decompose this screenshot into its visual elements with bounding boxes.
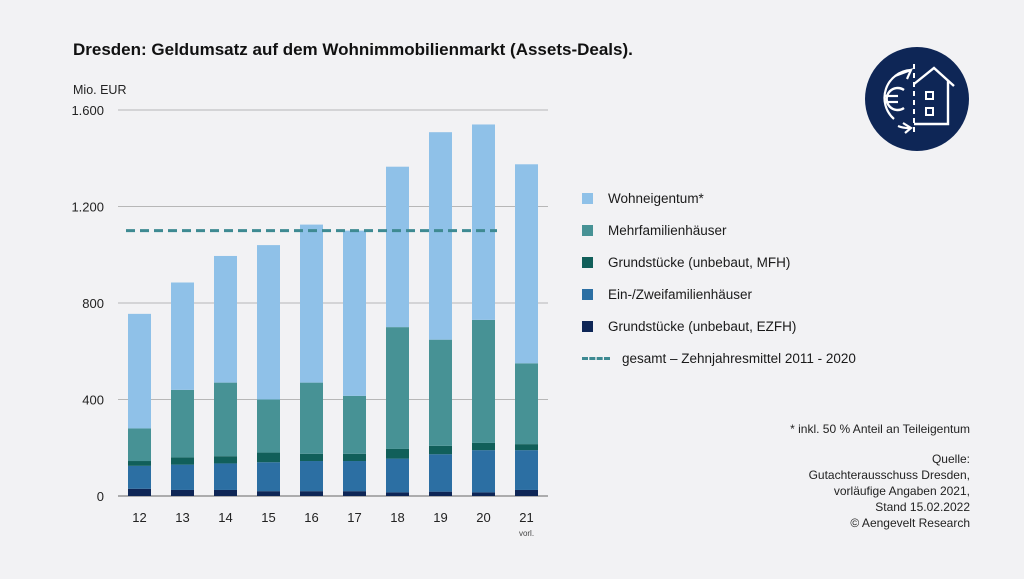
x-tick-label: 13 (175, 510, 189, 525)
bar-segment-wohneigentum (214, 255, 237, 383)
bar-segment-grund_ezfh (171, 489, 194, 496)
bar-segment-ezfh (386, 458, 409, 493)
bar-segment-ezfh (257, 462, 280, 492)
bar-segment-grund_ezfh (300, 491, 323, 496)
bar-segment-grund_mfh (343, 453, 366, 462)
bar-segment-grund_ezfh (429, 491, 452, 496)
x-tick-label: 20 (476, 510, 490, 525)
legend-dash-swatch (582, 356, 610, 360)
legend-item-grund_mfh: Grundstücke (unbebaut, MFH) (582, 252, 790, 272)
bar-segment-grund_mfh (300, 453, 323, 462)
y-tick-label: 800 (82, 296, 104, 311)
bar-segment-wohneigentum (515, 164, 538, 364)
bar-segment-grund_ezfh (214, 489, 237, 496)
bar-segment-ezfh (472, 450, 495, 493)
bar-segment-wohneigentum (343, 230, 366, 396)
bar-segment-grund_ezfh (472, 492, 495, 496)
bar-segment-grund_mfh (257, 452, 280, 463)
bar-segment-grund_ezfh (515, 489, 538, 496)
bar-segment-mfh (343, 395, 366, 454)
x-tick-label: 12 (132, 510, 146, 525)
bar-segment-wohneigentum (472, 124, 495, 320)
source-line: © Aengevelt Research (850, 516, 970, 530)
bar-segment-ezfh (214, 463, 237, 490)
legend-swatch (582, 320, 593, 332)
y-tick-label: 400 (82, 393, 104, 408)
y-tick-label: 1.200 (71, 200, 104, 215)
legend-item-average: gesamt – Zehnjahresmittel 2011 - 2020 (582, 348, 856, 368)
bar-segment-mfh (515, 363, 538, 445)
x-tick-label: 15 (261, 510, 275, 525)
bar-segment-wohneigentum (128, 313, 151, 429)
bar-segment-mfh (429, 339, 452, 446)
bar-segment-ezfh (343, 461, 366, 492)
bar-segment-wohneigentum (257, 245, 280, 400)
legend-item-wohneigentum: Wohneigentum* (582, 188, 704, 208)
bar-segment-grund_mfh (171, 457, 194, 465)
bar-segment-mfh (472, 319, 495, 443)
bar-segment-wohneigentum (300, 224, 323, 383)
legend-label: Grundstücke (unbebaut, MFH) (608, 254, 791, 270)
bar-segment-grund_ezfh (128, 488, 151, 496)
x-tick-label: 19 (433, 510, 447, 525)
bar-segment-mfh (128, 428, 151, 462)
footnote: * inkl. 50 % Anteil an Teileigentum (790, 422, 970, 436)
bar-segment-wohneigentum (171, 282, 194, 390)
source-line: Quelle: (931, 452, 970, 466)
source-line: vorläufige Angaben 2021, (833, 484, 970, 498)
x-tick-label: 14 (218, 510, 232, 525)
y-axis-label: Mio. EUR (73, 83, 126, 97)
bar-segment-ezfh (429, 454, 452, 492)
bar-segment-ezfh (515, 450, 538, 490)
bar-segment-mfh (214, 382, 237, 457)
legend-swatch (582, 288, 593, 300)
legend-label: Mehrfamilienhäuser (608, 222, 727, 238)
bar-segment-grund_ezfh (257, 491, 280, 496)
legend-swatch (582, 256, 593, 268)
bar-segment-wohneigentum (429, 132, 452, 340)
legend-item-ezfh: Ein-/Zweifamilienhäuser (582, 284, 752, 304)
euro-house-exchange-icon (865, 47, 969, 151)
bar-segment-grund_mfh (429, 445, 452, 455)
source-note: Quelle: Gutachterausschuss Dresden, vorläu… (809, 451, 970, 531)
legend-label: Grundstücke (unbebaut, EZFH) (608, 318, 797, 334)
bar-segment-ezfh (300, 461, 323, 492)
legend-item-mfh: Mehrfamilienhäuser (582, 220, 727, 240)
legend-item-grund_ezfh: Grundstücke (unbebaut, EZFH) (582, 316, 796, 336)
legend-swatch (582, 192, 593, 204)
x-tick-label: 16 (304, 510, 318, 525)
y-tick-label: 0 (97, 489, 104, 504)
bar-segment-mfh (300, 382, 323, 454)
bar-segment-mfh (386, 327, 409, 449)
legend-label: gesamt – Zehnjahresmittel 2011 - 2020 (622, 350, 856, 366)
legend-label: Wohneigentum* (608, 190, 704, 206)
x-tick-label: 21 (519, 510, 533, 525)
bar-segment-grund_mfh (515, 444, 538, 451)
bar-segment-mfh (171, 389, 194, 458)
legend-swatch (582, 224, 593, 236)
source-line: Gutachterausschuss Dresden, (808, 468, 970, 482)
legend-label: Ein-/Zweifamilienhäuser (608, 286, 753, 302)
source-line: Stand 15.02.2022 (875, 500, 970, 514)
x-tick-label: 18 (390, 510, 404, 525)
x-tick-label: 17 (347, 510, 361, 525)
bar-segment-grund_mfh (386, 448, 409, 459)
x-tick-sublabel: vorl. (519, 529, 534, 538)
bar-segment-ezfh (128, 465, 151, 489)
bar-segment-grund_mfh (214, 456, 237, 464)
bar-segment-grund_ezfh (386, 492, 409, 496)
bar-segment-grund_mfh (128, 461, 151, 466)
bar-segment-ezfh (171, 464, 194, 490)
bar-segment-grund_ezfh (343, 491, 366, 496)
bar-segment-mfh (257, 399, 280, 453)
bar-segment-grund_mfh (472, 442, 495, 451)
chart-title: Dresden: Geldumsatz auf dem Wohnimmobili… (73, 40, 633, 59)
y-tick-label: 1.600 (71, 103, 104, 118)
bar-segment-wohneigentum (386, 166, 409, 328)
